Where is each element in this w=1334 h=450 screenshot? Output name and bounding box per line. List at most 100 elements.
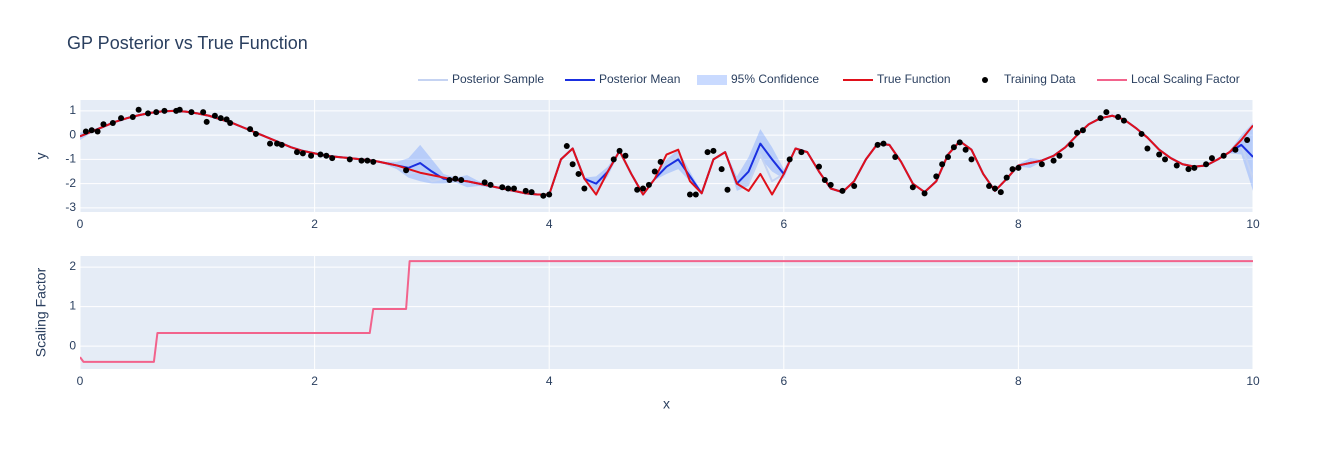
training-point	[446, 177, 453, 183]
training-point	[452, 175, 459, 182]
x-tick-label: 0	[77, 217, 84, 231]
training-point	[267, 140, 274, 147]
training-point	[358, 157, 365, 164]
training-point	[522, 187, 529, 194]
legend-label: Posterior Sample	[452, 72, 544, 86]
training-point	[640, 185, 647, 192]
training-point	[217, 115, 224, 122]
training-point	[100, 121, 107, 128]
training-point	[704, 149, 711, 156]
training-point	[1156, 151, 1163, 158]
training-point	[1162, 156, 1169, 163]
legend-label: Posterior Mean	[599, 72, 680, 86]
plot-area	[80, 256, 1253, 369]
training-point	[1009, 166, 1016, 173]
training-point	[563, 143, 570, 150]
training-point	[851, 183, 858, 190]
y-axis-title: Scaling Factor	[33, 267, 49, 357]
training-point	[458, 177, 465, 183]
training-point	[921, 190, 928, 197]
x-tick-label: 6	[780, 217, 787, 231]
training-point	[657, 158, 664, 165]
training-point	[294, 149, 301, 156]
training-point	[1185, 166, 1192, 173]
legend-label: 95% Confidence	[731, 72, 819, 86]
training-point	[1103, 109, 1110, 116]
training-point	[986, 183, 993, 190]
training-point	[299, 150, 306, 157]
training-point	[200, 109, 207, 116]
training-point	[815, 163, 822, 170]
training-point	[839, 187, 846, 194]
plot-marks	[80, 260, 1253, 363]
training-point	[1208, 155, 1215, 162]
training-point	[718, 166, 725, 173]
training-point	[129, 113, 136, 120]
training-point	[227, 120, 234, 127]
legend-label: True Function	[877, 72, 951, 86]
x-tick-label: 0	[77, 374, 84, 388]
x-tick-label: 2	[311, 374, 318, 388]
plot-marks	[80, 106, 1253, 199]
x-tick-label: 8	[1015, 217, 1022, 231]
training-point	[1220, 152, 1227, 159]
y-tick-label: -1	[65, 152, 76, 166]
training-point	[1115, 113, 1122, 120]
training-point	[323, 152, 330, 159]
training-point	[1144, 145, 1151, 152]
training-point	[528, 189, 535, 196]
training-point	[1097, 115, 1104, 122]
training-point	[686, 191, 693, 198]
training-point	[1074, 129, 1081, 136]
training-point	[798, 149, 805, 156]
training-point	[581, 185, 588, 192]
training-point	[575, 170, 582, 177]
training-point	[692, 191, 699, 198]
training-point	[1015, 164, 1022, 171]
training-point	[622, 152, 629, 159]
training-point	[710, 147, 717, 154]
training-point	[176, 106, 183, 113]
y-tick-label: 0	[69, 127, 76, 141]
training-point	[278, 141, 285, 148]
training-point	[645, 181, 652, 188]
training-point	[933, 173, 940, 180]
training-point	[1244, 137, 1251, 143]
training-point	[1191, 164, 1198, 171]
training-point	[203, 118, 210, 125]
training-point	[569, 161, 576, 168]
training-point	[939, 161, 946, 168]
training-point	[1079, 127, 1086, 134]
training-point	[950, 144, 957, 151]
training-point	[481, 179, 488, 186]
training-point	[1050, 157, 1057, 164]
training-point	[1038, 161, 1045, 168]
training-point	[880, 140, 887, 147]
y-tick-label: 1	[69, 299, 76, 313]
training-point	[188, 109, 195, 116]
x-axis-title: x	[663, 396, 670, 412]
training-point	[94, 128, 101, 135]
training-point	[252, 130, 259, 137]
y-tick-label: 2	[69, 259, 76, 273]
training-point	[308, 152, 315, 159]
x-tick-label: 4	[546, 374, 553, 388]
training-point	[1068, 141, 1075, 148]
training-point	[161, 107, 168, 114]
training-point	[118, 115, 125, 122]
legend-label: Training Data	[1004, 72, 1076, 86]
series-line	[80, 260, 1253, 363]
training-point	[109, 120, 116, 127]
training-point	[1056, 152, 1063, 159]
training-point	[892, 153, 899, 160]
training-point	[88, 127, 95, 134]
training-point	[821, 177, 828, 183]
training-point	[346, 156, 353, 163]
y-axis-title: y	[33, 153, 49, 160]
training-point	[82, 128, 89, 135]
training-point	[945, 153, 952, 160]
training-point	[511, 185, 518, 192]
training-point	[909, 184, 916, 191]
x-tick-label: 10	[1246, 217, 1260, 231]
x-tick-label: 4	[546, 217, 553, 231]
